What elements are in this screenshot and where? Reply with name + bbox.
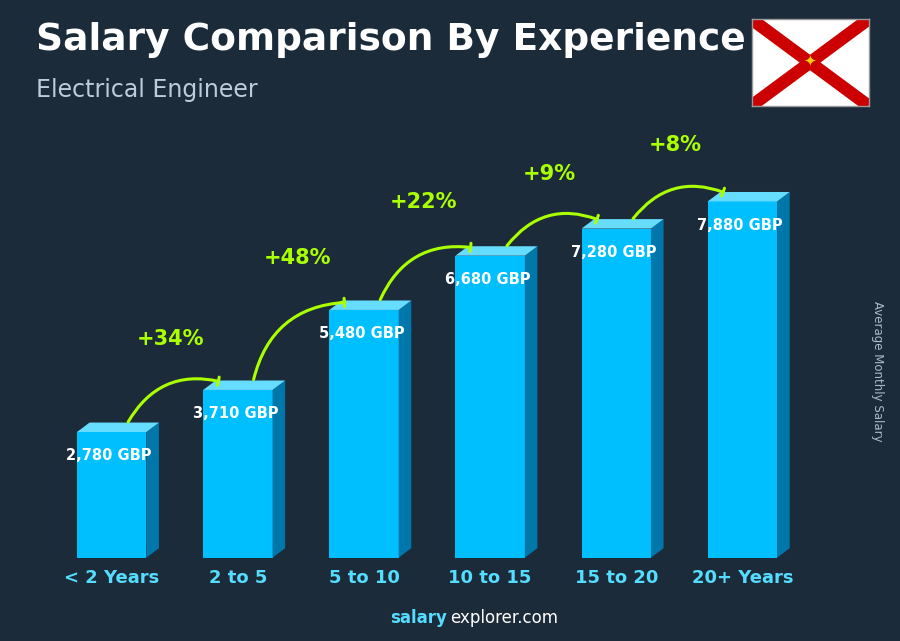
Text: salary: salary [391,609,447,627]
Polygon shape [77,422,159,432]
Polygon shape [707,201,777,558]
Text: 7,280 GBP: 7,280 GBP [571,245,656,260]
Polygon shape [273,381,285,558]
Text: 6,680 GBP: 6,680 GBP [445,272,530,287]
Text: Salary Comparison By Experience: Salary Comparison By Experience [36,22,746,58]
Text: ✦: ✦ [804,53,816,69]
Polygon shape [329,301,411,310]
Text: Electrical Engineer: Electrical Engineer [36,78,257,102]
Text: +34%: +34% [137,329,204,349]
Text: +9%: +9% [523,164,576,184]
Polygon shape [455,256,525,558]
Text: 7,880 GBP: 7,880 GBP [698,217,783,233]
Polygon shape [581,219,663,229]
Text: +8%: +8% [649,135,702,156]
Polygon shape [399,301,411,558]
Polygon shape [329,310,399,558]
Polygon shape [777,192,789,558]
Text: 2,780 GBP: 2,780 GBP [67,448,152,463]
Polygon shape [147,422,159,558]
Polygon shape [651,219,663,558]
Polygon shape [525,246,537,558]
Polygon shape [203,390,273,558]
Polygon shape [455,246,537,256]
Polygon shape [581,229,651,558]
Text: +22%: +22% [390,192,457,212]
Text: 3,710 GBP: 3,710 GBP [193,406,278,421]
Text: +48%: +48% [264,248,331,268]
Polygon shape [77,432,147,558]
Polygon shape [707,192,789,201]
Text: Average Monthly Salary: Average Monthly Salary [871,301,884,442]
Polygon shape [203,381,285,390]
Text: 5,480 GBP: 5,480 GBP [319,326,404,341]
Text: explorer.com: explorer.com [450,609,558,627]
